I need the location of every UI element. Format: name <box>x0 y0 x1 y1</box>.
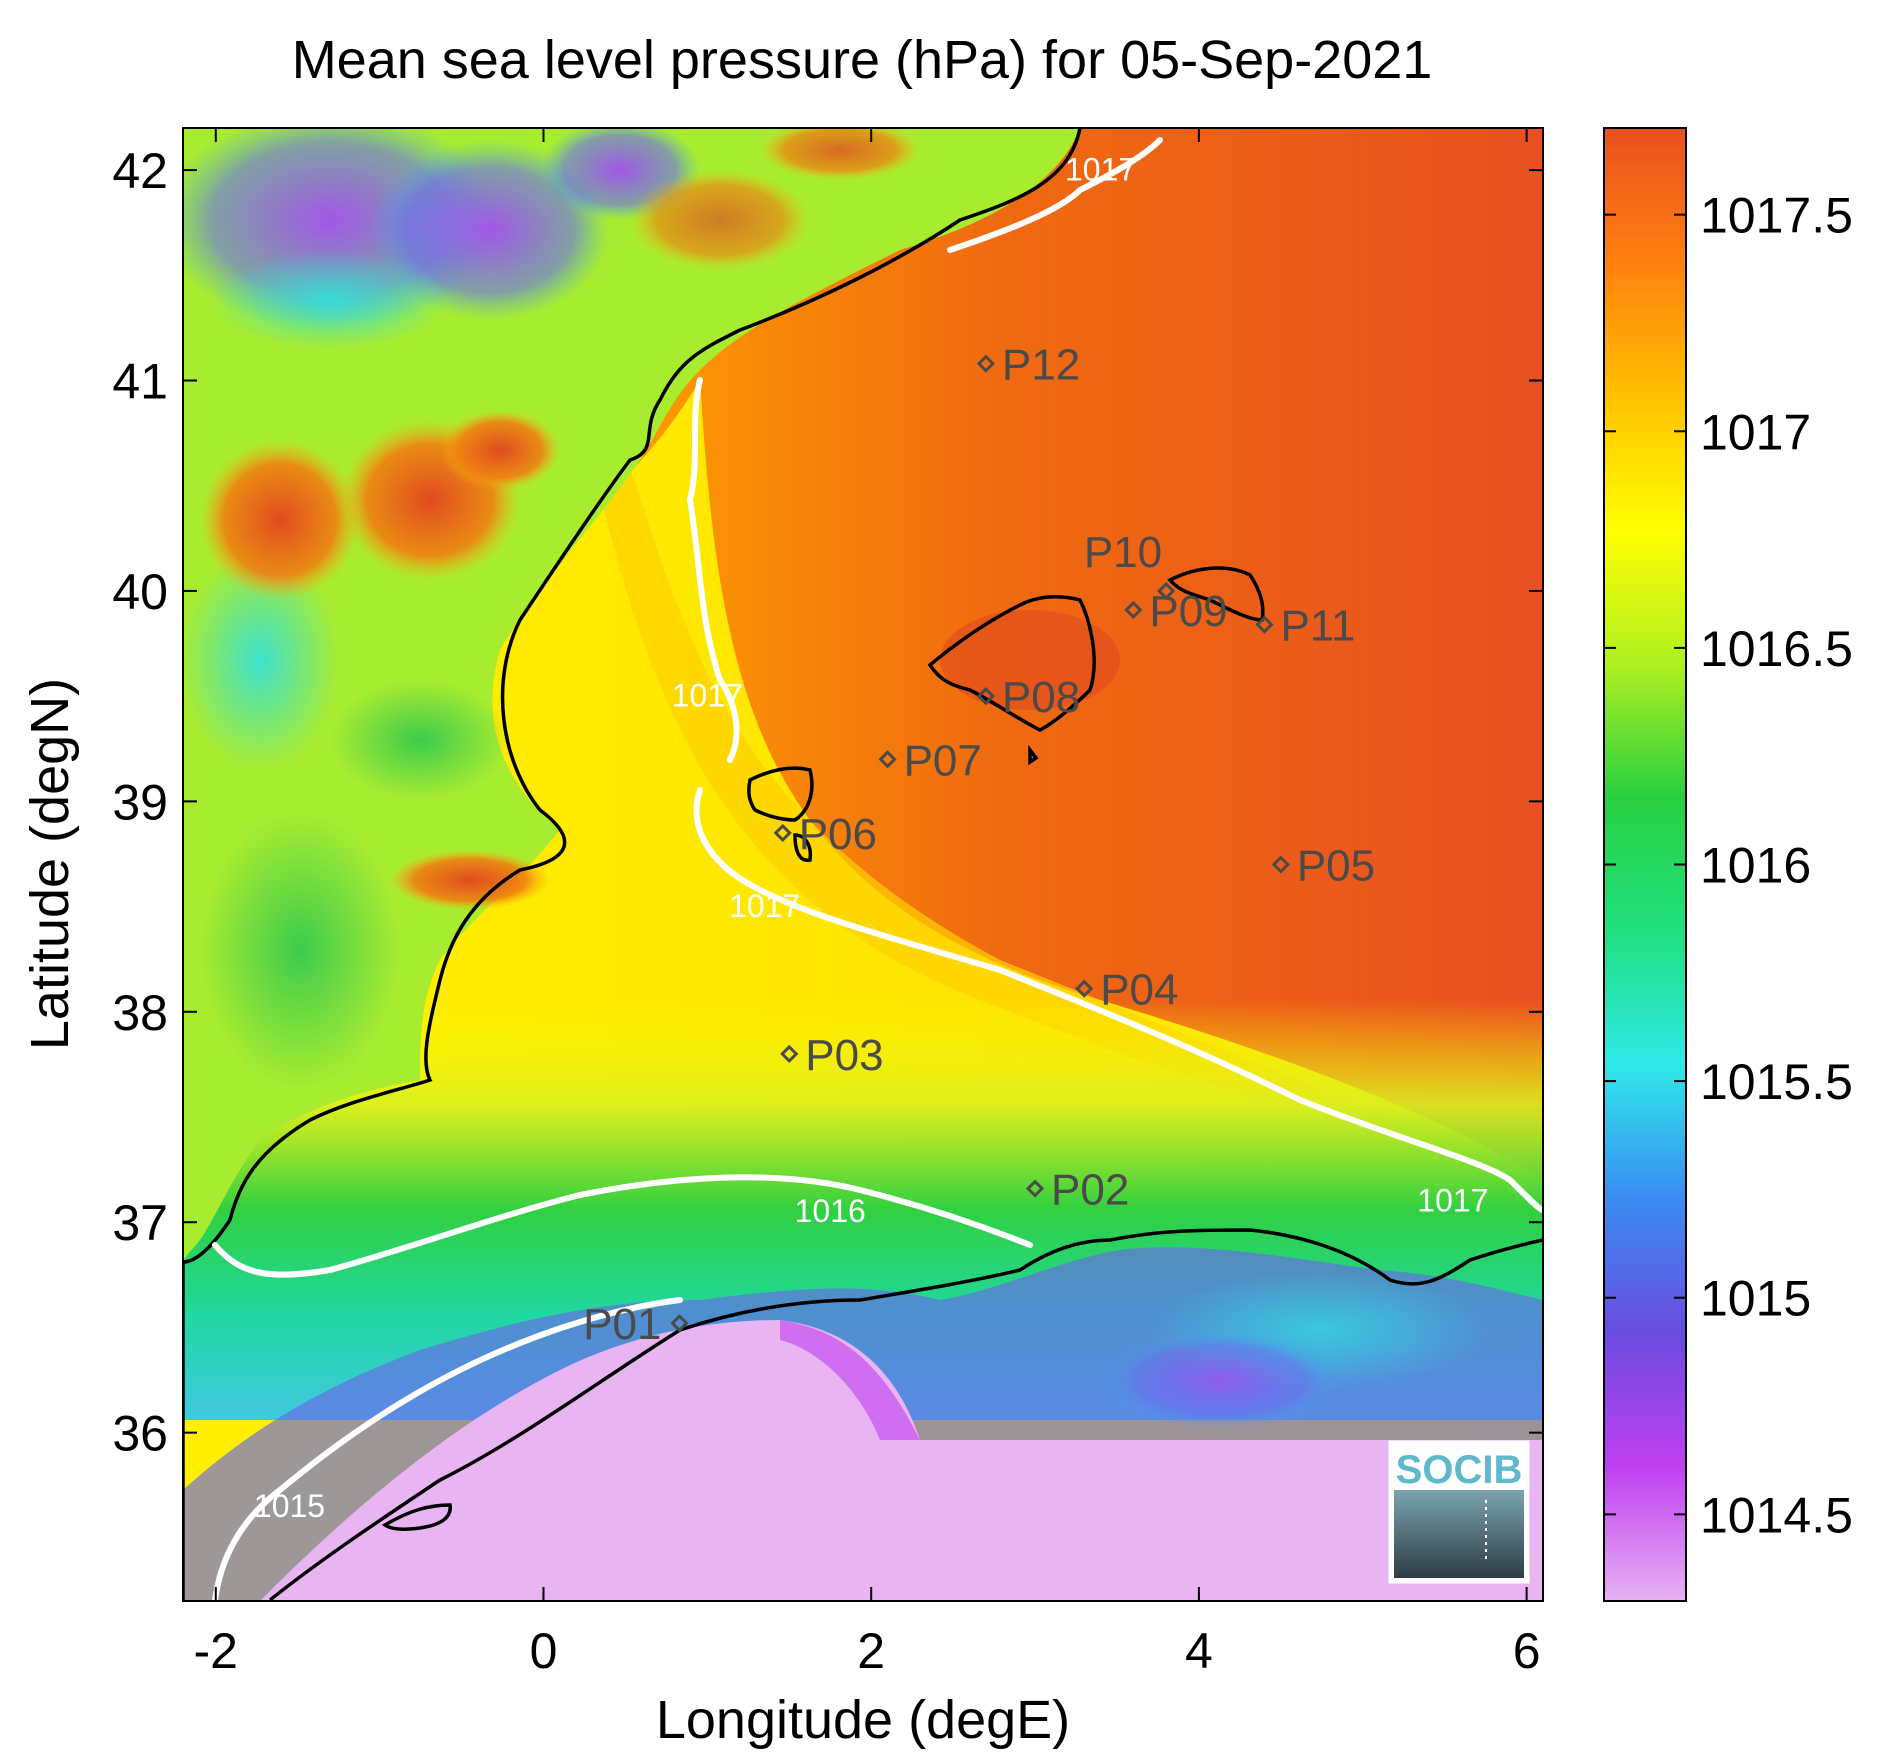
colorbar-tick-label: 1014.5 <box>1700 1487 1853 1543</box>
station-p07: P07 <box>878 736 982 785</box>
station-marker <box>1157 581 1176 601</box>
station-p02: P02 <box>1025 1166 1129 1215</box>
station-p06: P06 <box>773 810 877 859</box>
x-tick-label: 2 <box>857 1623 885 1679</box>
station-label: P08 <box>1002 673 1080 722</box>
x-axis-ticks: -2 0 2 4 6 <box>194 128 1541 1679</box>
y-axis-ticks: 36 37 38 39 40 41 42 <box>112 143 1543 1462</box>
iberian-land <box>183 128 1080 1260</box>
x-tick-label: 6 <box>1513 1623 1541 1679</box>
station-p12: P12 <box>976 341 1080 390</box>
alboran-coastline <box>381 1503 452 1531</box>
pressure-field <box>183 128 1543 1601</box>
isobar-1017-north <box>947 137 1163 253</box>
logo-text: SOCIB <box>1396 1448 1523 1492</box>
map-frame <box>182 127 1544 1602</box>
chart-title: Mean sea level pressure (hPa) for 05-Sep… <box>292 30 1433 90</box>
colorbar-tick-label: 1015.5 <box>1700 1054 1853 1110</box>
station-label: P05 <box>1297 842 1375 891</box>
station-marker <box>1271 855 1290 874</box>
coastlines <box>183 128 1543 1601</box>
station-label: P07 <box>904 736 982 785</box>
station-label: P06 <box>799 810 877 859</box>
station-marker <box>1124 600 1143 620</box>
y-tick-label: 39 <box>112 774 168 830</box>
isobar-labels: 1017 1017 1017 1017 1016 1015 <box>254 152 1489 1524</box>
isobar-label: 1017 <box>729 888 800 924</box>
ibiza-coastline <box>747 766 814 822</box>
station-label: P01 <box>583 1300 661 1349</box>
station-p10: P10 <box>1084 528 1176 601</box>
y-tick-label: 41 <box>112 354 168 410</box>
station-label: P03 <box>805 1031 883 1080</box>
station-marker <box>878 750 897 769</box>
station-marker <box>1025 1179 1045 1198</box>
station-p08: P08 <box>976 673 1080 722</box>
colorbar-tick-label: 1015 <box>1700 1271 1811 1327</box>
colorbar-tick-label: 1017 <box>1700 404 1811 460</box>
isobar-1015 <box>212 1297 683 1601</box>
station-marker <box>670 1314 689 1333</box>
isobar-1016 <box>212 1174 1033 1278</box>
y-tick-label: 42 <box>112 143 168 199</box>
station-p05: P05 <box>1271 842 1375 891</box>
station-label: P02 <box>1051 1166 1129 1215</box>
isobar-label: 1015 <box>254 1488 325 1524</box>
station-marker <box>773 823 792 843</box>
station-p03: P03 <box>780 1031 884 1080</box>
station-p01: P01 <box>583 1300 689 1349</box>
colorbar-tick-label: 1016.5 <box>1700 621 1853 677</box>
y-tick-label: 36 <box>112 1406 168 1462</box>
x-tick-label: 4 <box>1185 1623 1213 1679</box>
colorbar-ticks: 1014.5 1015 1015.5 1016 1016.5 1017 1017.5 <box>1604 188 1853 1543</box>
isobar-label: 1016 <box>795 1193 866 1229</box>
x-axis-label: Longitude (degE) <box>656 1690 1070 1750</box>
y-tick-label: 38 <box>112 985 168 1041</box>
isobar-label: 1017 <box>1065 152 1136 188</box>
isobar-contours <box>212 137 1543 1601</box>
colorbar: 1014.5 1015 1015.5 1016 1016.5 1017 1017.5 <box>1603 127 1853 1602</box>
iberian-coastline <box>183 128 1082 1264</box>
colorbar-tick-label: 1016 <box>1700 838 1811 894</box>
y-tick-label: 40 <box>112 564 168 620</box>
station-label: P04 <box>1100 966 1178 1015</box>
station-marker <box>976 687 996 706</box>
station-marker <box>780 1044 799 1064</box>
cabrera-coastline <box>1028 744 1039 766</box>
isobar-label: 1017 <box>1417 1183 1488 1219</box>
station-marker <box>1255 615 1274 634</box>
x-tick-label: -2 <box>194 1623 238 1679</box>
station-label: P10 <box>1084 528 1162 577</box>
isobar-1017-south <box>693 787 1543 1213</box>
y-tick-label: 37 <box>112 1195 168 1251</box>
station-marker <box>1075 979 1094 998</box>
colorbar-tick-label: 1017.5 <box>1700 188 1853 244</box>
mallorca-coastline <box>927 594 1096 732</box>
isobar-label: 1017 <box>672 678 743 714</box>
station-label: P11 <box>1280 602 1355 651</box>
formentera-coastline <box>793 833 813 862</box>
african-coastline <box>183 1228 1543 1601</box>
y-axis-label: Latitude (degN) <box>20 678 80 1050</box>
socib-logo: SOCIB <box>1388 1440 1530 1584</box>
station-marker <box>976 354 996 373</box>
isobar-1017-west <box>686 377 740 763</box>
station-p04: P04 <box>1075 966 1179 1015</box>
station-p11: P11 <box>1255 602 1355 651</box>
x-tick-label: 0 <box>530 1623 558 1679</box>
station-label: P12 <box>1002 341 1080 390</box>
colorbar-fill <box>1603 127 1687 1602</box>
